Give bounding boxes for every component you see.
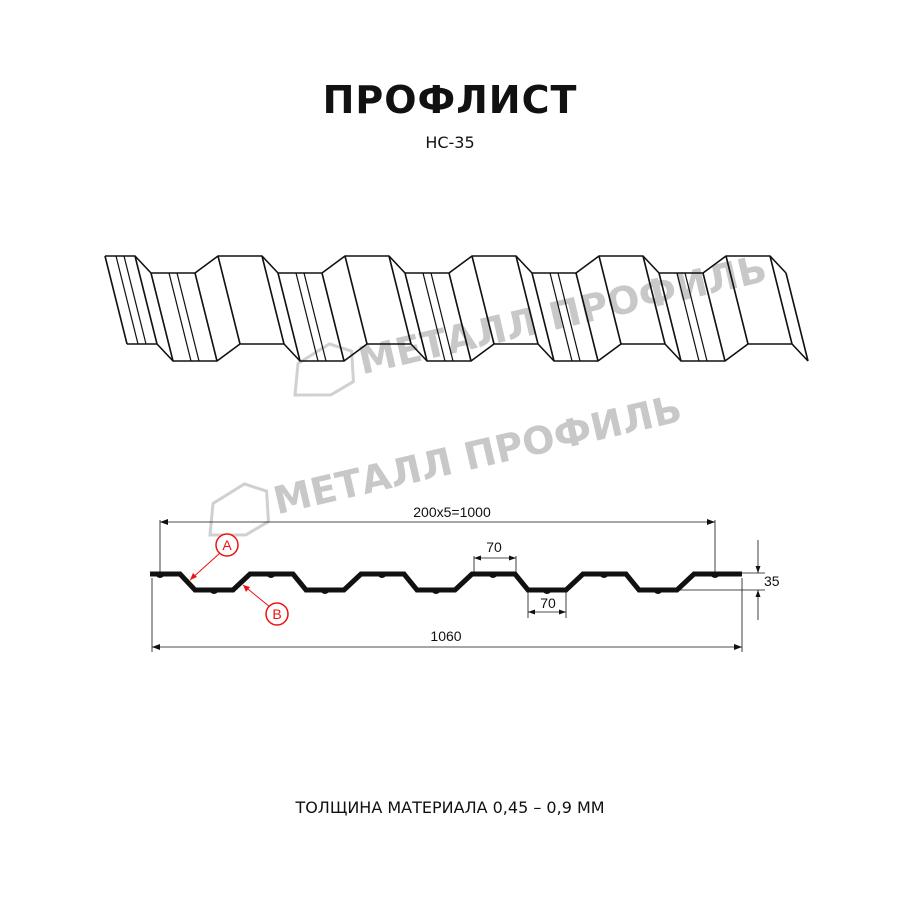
sheet-fold-line [217, 255, 241, 345]
sheet-fold-line [642, 255, 666, 345]
perspective-view [104, 255, 809, 362]
sheet-fold-line [104, 255, 128, 345]
watermark-text: МЕТАЛЛ ПРОФИЛЬ [269, 386, 686, 523]
sheet-fold-line [785, 272, 809, 362]
cross-section [150, 571, 742, 594]
sheet-fold-line [725, 255, 749, 345]
profile-section-line [150, 571, 742, 593]
sheet-groove-line [684, 272, 708, 362]
profile-groove [154, 572, 166, 578]
sheet-groove-line [176, 272, 200, 362]
profile-groove [709, 572, 721, 578]
profile-groove [265, 572, 277, 578]
profile-groove [487, 572, 499, 578]
total-width-label: 1060 [430, 628, 461, 644]
sheet-fold-line [658, 272, 682, 362]
sheet-groove-line [430, 272, 454, 362]
sheet-groove-line [115, 255, 139, 345]
sheet-fold-line [134, 255, 158, 345]
sheet-groove-line [422, 272, 446, 362]
sheet-groove-line [168, 272, 192, 362]
material-thickness-note: ТОЛЩИНА МАТЕРИАЛА 0,45 – 0,9 ММ [295, 798, 605, 817]
sheet-fold-line [261, 255, 285, 345]
sheet-fold-line [769, 255, 793, 345]
marker-b-label: B [272, 606, 281, 622]
sheet-fold-line [471, 255, 495, 345]
marker-b: B [242, 584, 289, 626]
profile-groove [208, 588, 220, 594]
profile-groove [430, 588, 442, 594]
sheet-fold-line [277, 272, 301, 362]
sheet-groove-line [295, 272, 319, 362]
sheet-fold-line [388, 255, 412, 345]
model-subtitle: НС-35 [425, 133, 475, 152]
sheet-groove-line [557, 272, 581, 362]
sheet-fold-line [575, 272, 599, 362]
profile-groove [598, 572, 610, 578]
sheet-fold-line [150, 272, 174, 362]
profile-groove [376, 572, 388, 578]
watermark-logo-icon [293, 342, 356, 397]
watermark-text: МЕТАЛЛ ПРОФИЛЬ [354, 246, 771, 383]
bottom-flat-label: 70 [540, 595, 556, 611]
dimension-lines [151, 520, 765, 652]
sheet-fold-line [702, 272, 726, 362]
sheet-groove-line [676, 272, 700, 362]
sheet-fold-line [344, 255, 368, 345]
profile-groove [319, 588, 331, 594]
sheet-fold-line [598, 255, 622, 345]
watermark-logo-icon [208, 482, 271, 537]
sheet-fold-line [531, 272, 555, 362]
sheet-fold-line [321, 272, 345, 362]
sheet-fold-line [515, 255, 539, 345]
sheet-groove-line [549, 272, 573, 362]
sheet-fold-line [448, 272, 472, 362]
sheet-fold-line [404, 272, 428, 362]
top-flat-label: 70 [486, 539, 502, 555]
height-label: 35 [764, 573, 780, 589]
profile-groove [652, 588, 664, 594]
dimension-arrows [152, 519, 761, 650]
sheet-groove-line [123, 255, 147, 345]
sheet-fold-line [194, 272, 218, 362]
watermark-top: МЕТАЛЛ ПРОФИЛЬ [293, 246, 771, 397]
useful-width-label: 200x5=1000 [413, 504, 491, 520]
page-title: ПРОФЛИСТ [322, 78, 578, 122]
profile-groove [541, 588, 553, 594]
marker-a-label: A [222, 537, 232, 553]
marker-a: A [189, 533, 239, 581]
sheet-groove-line [303, 272, 327, 362]
